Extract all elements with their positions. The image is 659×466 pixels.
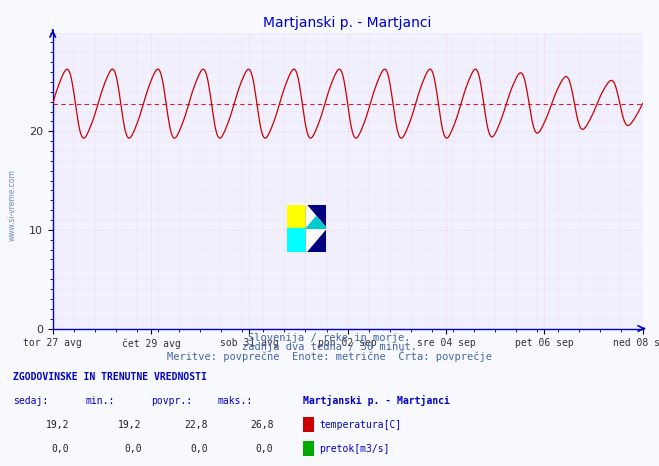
Text: Martjanski p. - Martjanci: Martjanski p. - Martjanci [303,395,450,406]
Text: Slovenija / reke in morje.: Slovenija / reke in morje. [248,333,411,343]
Bar [287,205,306,228]
Text: Meritve: povprečne  Enote: metrične  Črta: povprečje: Meritve: povprečne Enote: metrične Črta:… [167,350,492,362]
Title: Martjanski p. - Martjanci: Martjanski p. - Martjanci [264,16,432,30]
Text: zadnja dva tedna / 30 minut.: zadnja dva tedna / 30 minut. [242,343,417,352]
Text: 22,8: 22,8 [184,420,208,430]
Text: 19,2: 19,2 [118,420,142,430]
Text: sedaj:: sedaj: [13,396,48,406]
Text: 0,0: 0,0 [256,445,273,454]
Text: 19,2: 19,2 [45,420,69,430]
Text: povpr.:: povpr.: [152,396,192,406]
Text: maks.:: maks.: [217,396,252,406]
Bar [287,228,306,252]
Text: pretok[m3/s]: pretok[m3/s] [319,445,389,454]
Text: min.:: min.: [86,396,115,406]
Text: 0,0: 0,0 [124,445,142,454]
Text: www.si-vreme.com: www.si-vreme.com [8,169,17,241]
Text: ZGODOVINSKE IN TRENUTNE VREDNOSTI: ZGODOVINSKE IN TRENUTNE VREDNOSTI [13,372,207,382]
Text: 26,8: 26,8 [250,420,273,430]
Text: 0,0: 0,0 [51,445,69,454]
Bar [306,205,326,252]
Text: temperatura[C]: temperatura[C] [319,420,401,430]
Text: 0,0: 0,0 [190,445,208,454]
Polygon shape [306,217,326,228]
Polygon shape [306,205,326,252]
